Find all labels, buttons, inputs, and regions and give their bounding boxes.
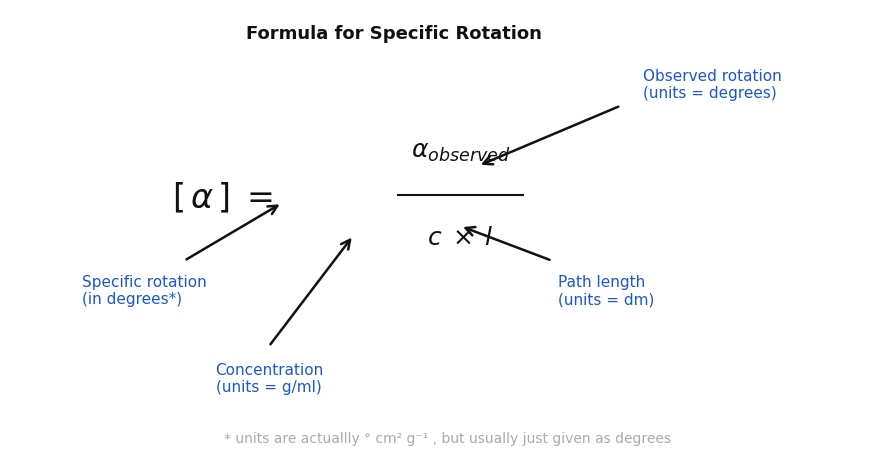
Text: * units are actuallly ° cm² g⁻¹ , but usually just given as degrees: * units are actuallly ° cm² g⁻¹ , but us…: [224, 432, 670, 446]
Text: Formula for Specific Rotation: Formula for Specific Rotation: [246, 25, 542, 43]
Text: Specific rotation
(in degrees*): Specific rotation (in degrees*): [81, 274, 207, 307]
Text: Concentration
(units = g/ml): Concentration (units = g/ml): [215, 363, 323, 395]
Text: $\alpha_{\mathit{observed}}$: $\alpha_{\mathit{observed}}$: [410, 140, 510, 164]
Text: Observed rotation
(units = degrees): Observed rotation (units = degrees): [643, 69, 782, 101]
Text: $[\,\alpha\,]\;=$: $[\,\alpha\,]\;=$: [173, 181, 274, 215]
Text: Path length
(units = dm): Path length (units = dm): [559, 274, 654, 307]
Text: $c \;\times\; \mathit{l}$: $c \;\times\; \mathit{l}$: [427, 226, 493, 250]
